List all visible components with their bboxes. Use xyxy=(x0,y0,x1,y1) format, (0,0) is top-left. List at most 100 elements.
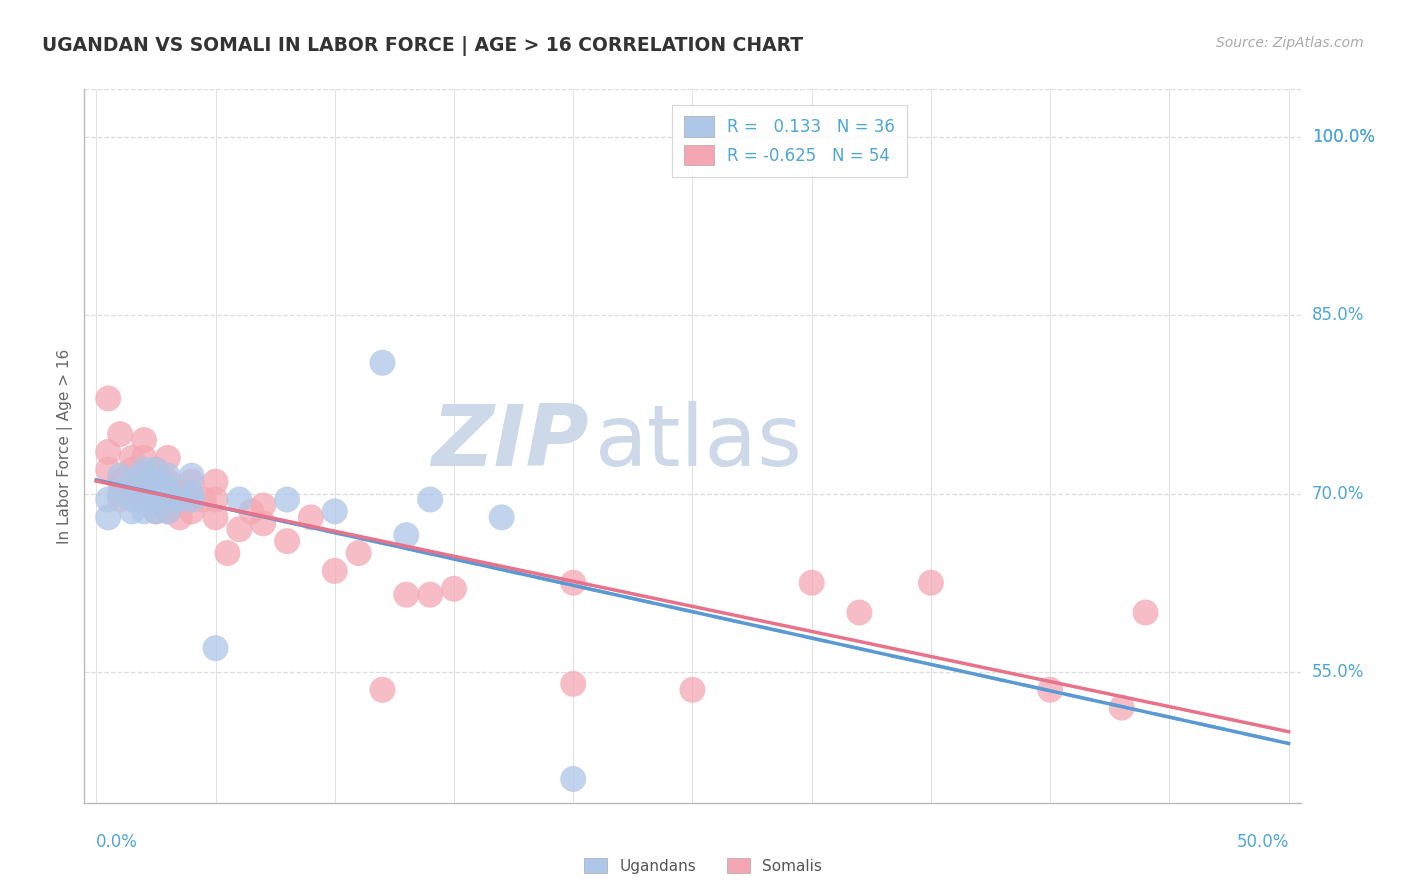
Point xyxy=(156,468,179,483)
Text: 85.0%: 85.0% xyxy=(1312,306,1364,324)
Point xyxy=(132,504,155,518)
Point xyxy=(121,475,143,489)
Point xyxy=(97,463,120,477)
Point xyxy=(323,564,346,578)
Point xyxy=(562,772,585,786)
Point xyxy=(371,682,394,697)
Point xyxy=(323,504,346,518)
Point xyxy=(395,588,418,602)
Text: Source: ZipAtlas.com: Source: ZipAtlas.com xyxy=(1216,36,1364,50)
Point xyxy=(180,492,202,507)
Point xyxy=(252,516,274,531)
Point xyxy=(252,499,274,513)
Point xyxy=(121,492,143,507)
Point xyxy=(180,492,202,507)
Point xyxy=(1111,700,1133,714)
Point xyxy=(145,486,167,500)
Text: 100.0%: 100.0% xyxy=(1312,128,1375,145)
Point xyxy=(145,504,167,518)
Point xyxy=(228,492,250,507)
Point xyxy=(121,504,143,518)
Point xyxy=(108,492,131,507)
Point xyxy=(204,641,226,656)
Point xyxy=(108,475,131,489)
Point xyxy=(1135,606,1157,620)
Point xyxy=(132,475,155,489)
Point xyxy=(491,510,513,524)
Point xyxy=(97,392,120,406)
Point xyxy=(347,546,370,560)
Point xyxy=(156,492,179,507)
Point xyxy=(132,450,155,465)
Text: 50.0%: 50.0% xyxy=(1236,833,1289,851)
Point xyxy=(145,475,167,489)
Point xyxy=(800,575,823,590)
Point xyxy=(395,528,418,542)
Text: ZIP: ZIP xyxy=(432,401,589,484)
Point xyxy=(121,463,143,477)
Point xyxy=(228,522,250,536)
Point xyxy=(145,463,167,477)
Point xyxy=(145,492,167,507)
Point xyxy=(169,492,191,507)
Point xyxy=(240,504,263,518)
Point xyxy=(419,492,441,507)
Point xyxy=(156,504,179,518)
Point xyxy=(108,468,131,483)
Point xyxy=(145,463,167,477)
Point xyxy=(276,534,298,549)
Point xyxy=(180,475,202,489)
Point xyxy=(121,481,143,495)
Point xyxy=(132,433,155,447)
Point xyxy=(145,492,167,507)
Point xyxy=(299,510,322,524)
Point xyxy=(156,504,179,518)
Point xyxy=(132,492,155,507)
Legend: R =   0.133   N = 36, R = -0.625   N = 54: R = 0.133 N = 36, R = -0.625 N = 54 xyxy=(672,104,907,177)
Point xyxy=(132,486,155,500)
Point xyxy=(132,481,155,495)
Point xyxy=(132,486,155,500)
Point xyxy=(97,492,120,507)
Text: atlas: atlas xyxy=(595,401,803,484)
Point xyxy=(145,504,167,518)
Point xyxy=(156,450,179,465)
Point xyxy=(193,492,215,507)
Text: 70.0%: 70.0% xyxy=(1312,484,1364,502)
Point xyxy=(443,582,465,596)
Point xyxy=(204,510,226,524)
Point xyxy=(97,445,120,459)
Point xyxy=(156,475,179,489)
Point xyxy=(180,468,202,483)
Point xyxy=(562,677,585,691)
Text: 55.0%: 55.0% xyxy=(1312,663,1364,681)
Point xyxy=(156,486,179,500)
Point xyxy=(121,450,143,465)
Point xyxy=(180,486,202,500)
Point xyxy=(276,492,298,507)
Point xyxy=(371,356,394,370)
Y-axis label: In Labor Force | Age > 16: In Labor Force | Age > 16 xyxy=(58,349,73,543)
Legend: Ugandans, Somalis: Ugandans, Somalis xyxy=(578,852,828,880)
Point xyxy=(1039,682,1062,697)
Text: 100.0%: 100.0% xyxy=(1312,128,1375,145)
Point xyxy=(108,427,131,442)
Point xyxy=(204,475,226,489)
Point xyxy=(848,606,870,620)
Point xyxy=(681,682,703,697)
Point xyxy=(156,492,179,507)
Point xyxy=(108,486,131,500)
Point xyxy=(920,575,942,590)
Point xyxy=(156,481,179,495)
Text: UGANDAN VS SOMALI IN LABOR FORCE | AGE > 16 CORRELATION CHART: UGANDAN VS SOMALI IN LABOR FORCE | AGE >… xyxy=(42,36,803,55)
Point xyxy=(562,575,585,590)
Point xyxy=(132,468,155,483)
Point xyxy=(204,492,226,507)
Point xyxy=(419,588,441,602)
Point xyxy=(97,510,120,524)
Point xyxy=(180,504,202,518)
Point xyxy=(217,546,239,560)
Point xyxy=(132,492,155,507)
Point xyxy=(132,463,155,477)
Point xyxy=(169,486,191,500)
